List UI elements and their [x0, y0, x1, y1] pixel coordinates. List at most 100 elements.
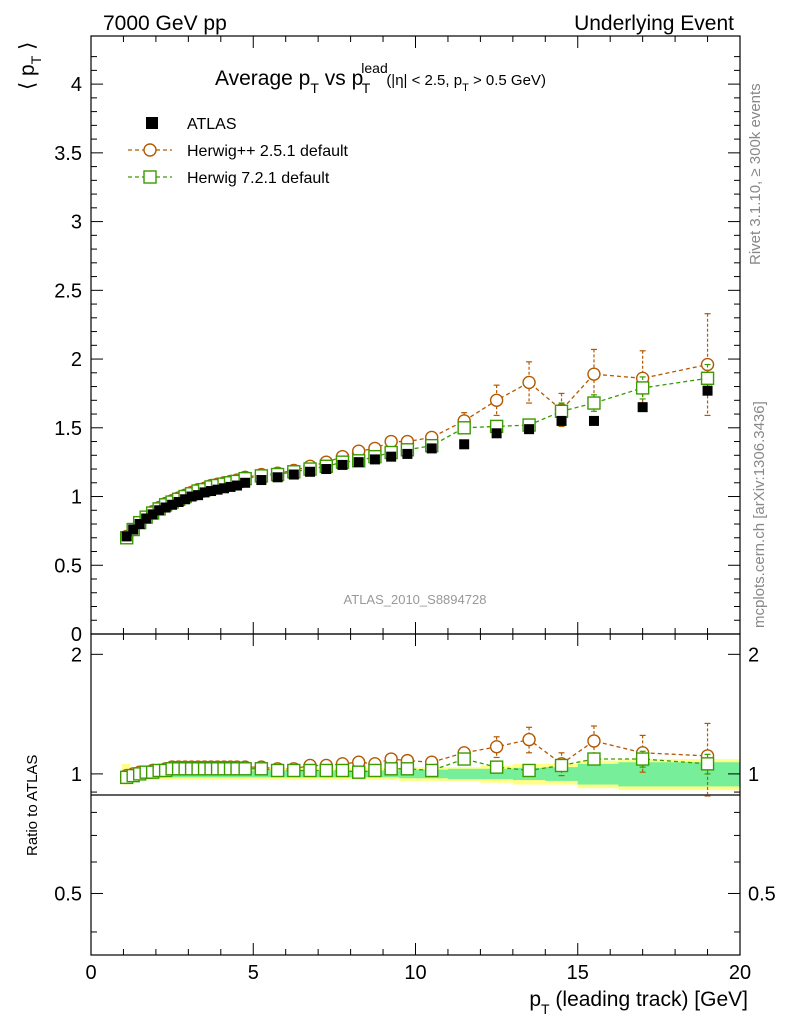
herwigpp-point	[522, 375, 536, 390]
ratio-band-inner	[577, 763, 619, 785]
atlas-point	[369, 454, 380, 465]
ratio-herwig7-point	[554, 758, 569, 773]
atlas-point	[193, 490, 204, 501]
y-tick-label: 1.5	[54, 418, 82, 440]
ratio-herwig7-point	[700, 757, 715, 771]
ratio-herwig7-point	[238, 762, 252, 776]
main-panel: 0 0.5 1 1.5 2 2.5 3 3.5 4 Average pT vs plead T (|…	[16, 35, 741, 646]
plot-title: Average pT vs plead T (|η| < 2.5, pT > 0.5…	[215, 60, 546, 96]
ratio-y-tick-label-right: 1	[748, 764, 759, 786]
atlas-point	[212, 484, 223, 495]
atlas-point	[121, 531, 132, 542]
legend-marker-herwigpp	[143, 143, 157, 157]
ratio-panel: 0.5 0.51 12 20 5 10 15 20 Ratio to ATLAS pT (le…	[24, 633, 776, 1017]
ratio-herwigpp-point	[522, 732, 536, 747]
ratio-y-tick-label-right: 2	[748, 644, 759, 666]
ratio-frame	[90, 633, 741, 956]
atlas-point	[160, 502, 171, 513]
atlas-point	[199, 487, 210, 498]
rivet-label: Rivet 3.1.10, ≥ 300k events	[747, 83, 764, 265]
series-line	[126, 363, 708, 537]
legend-label-atlas: ATLAS	[187, 116, 237, 133]
ratio-herwig7-point	[489, 760, 504, 774]
atlas-point	[232, 480, 243, 491]
ratio-herwig7-point	[335, 763, 350, 778]
ratio-herwig7-point	[270, 763, 285, 778]
ratio-herwig7-point	[319, 763, 333, 778]
ratio-band-inner	[618, 762, 676, 787]
series-line	[126, 377, 708, 539]
atlas-point	[637, 402, 648, 413]
atlas-point	[272, 472, 283, 483]
ratio-band-inner	[447, 768, 481, 780]
ratio-band-inner	[480, 768, 514, 780]
herwig7-point	[700, 371, 715, 386]
ratio-y-tick-label-right: 0.5	[748, 883, 776, 905]
legend-marker-atlas	[146, 117, 158, 129]
atlas-point	[240, 477, 251, 488]
y-tick-label: 1	[71, 487, 82, 509]
atlas-point	[186, 491, 197, 502]
ratio-herwig7-point	[352, 765, 366, 779]
ratio-series	[119, 722, 715, 797]
herwigpp-point	[587, 367, 601, 381]
atlas-point	[321, 464, 332, 475]
y-tick-label: 3	[71, 212, 82, 234]
ratio-herwig7-point	[425, 763, 439, 778]
herwigpp-point	[384, 434, 398, 449]
ratio-ylabel: Ratio to ATLAS	[24, 755, 41, 856]
legend-label-herwig7: Herwig 7.2.1 default	[187, 170, 330, 187]
atlas-point	[256, 475, 267, 486]
atlas-point	[167, 499, 178, 510]
atlas-point	[225, 481, 236, 492]
atlas-point	[353, 457, 364, 468]
ratio-y-tick-label: 0.5	[54, 883, 82, 905]
atlas-point	[173, 497, 184, 508]
atlas-point	[588, 415, 599, 426]
herwig7-point	[457, 421, 471, 435]
main-series	[119, 313, 715, 545]
ratio-herwig7-point	[635, 752, 650, 766]
atlas-point	[134, 519, 145, 530]
ratio-y-tick-label: 1	[71, 764, 82, 786]
ratio-herwig7-point	[384, 762, 398, 776]
atlas-point	[128, 524, 139, 535]
atlas-point	[402, 448, 413, 459]
analysis-watermark: ATLAS_2010_S8894728	[344, 592, 487, 607]
ratio-herwig7-point	[254, 762, 269, 776]
y-tick-label: 0.5	[54, 555, 82, 577]
header-left: 7000 GeV pp	[103, 12, 227, 35]
atlas-point	[154, 505, 165, 516]
legend: ATLAS Herwig++ 2.5.1 default Herwig 7.2.…	[128, 116, 349, 187]
atlas-point	[219, 483, 230, 494]
atlas-point	[288, 469, 299, 480]
atlas-point	[180, 494, 191, 505]
x-tick-label: 15	[567, 962, 589, 984]
y-tick-label: 2	[71, 349, 82, 371]
atlas-point	[305, 466, 316, 477]
ratio-herwigpp-point	[489, 740, 504, 754]
atlas-point	[459, 439, 470, 450]
ratio-axis-ticks: 0.5 0.51 12 20 5 10 15 20	[54, 634, 776, 984]
herwigpp-point	[489, 393, 504, 407]
main-axis-ticks: 0 0.5 1 1.5 2 2.5 3 3.5 4	[54, 36, 741, 646]
ratio-herwig7-point	[303, 763, 317, 778]
header-right: Underlying Event	[574, 12, 734, 35]
y-tick-label: 2.5	[54, 280, 82, 302]
atlas-point	[206, 486, 217, 497]
atlas-point	[386, 451, 397, 462]
atlas-point	[524, 424, 535, 435]
atlas-point	[147, 509, 158, 520]
legend-label-herwigpp: Herwig++ 2.5.1 default	[187, 143, 349, 160]
atlas-point	[141, 513, 152, 524]
herwig7-point	[587, 396, 601, 410]
ratio-herwig7-point	[400, 762, 415, 776]
ratio-herwig7-point	[522, 763, 536, 778]
x-axis-label: pT (leading track) [GeV]	[529, 988, 748, 1017]
herwig7-point	[554, 404, 569, 418]
ratio-herwigpp-point	[587, 734, 601, 748]
atlas-point	[702, 385, 713, 396]
x-tick-label: 0	[85, 962, 96, 984]
atlas-point	[337, 459, 348, 470]
